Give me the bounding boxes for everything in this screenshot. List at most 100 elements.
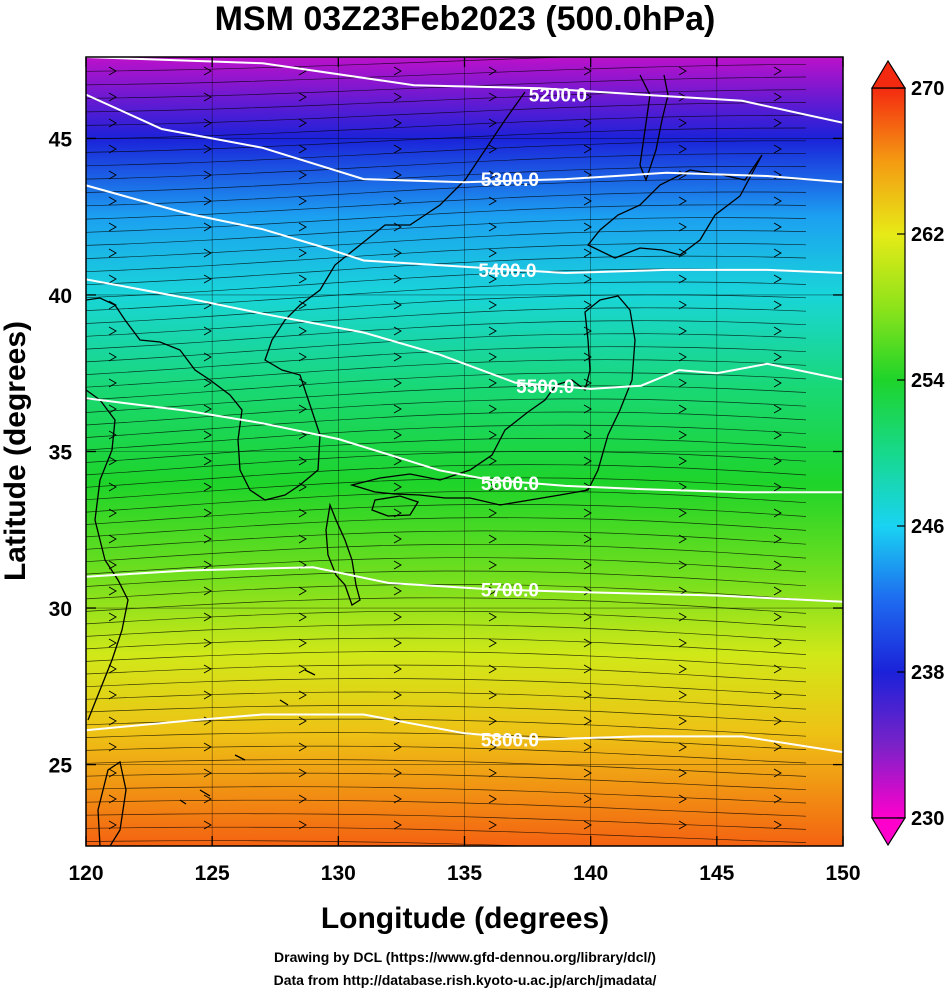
wind-arrow [678,196,687,206]
colorbar-tick-label: 246 [911,516,944,538]
wind-arrow [583,508,592,518]
wind-arrow [298,118,307,128]
streamline [86,191,807,221]
wind-arrow [108,664,117,674]
contour-5300.0 [86,93,843,184]
wind-arrow [203,378,212,388]
streamline [86,759,807,777]
wind-arrow [393,794,402,804]
wind-arrow [678,326,687,336]
streamline [86,786,807,804]
wind-arrow [488,92,497,102]
contour-5200.0 [86,57,843,124]
x-tick-label: 150 [825,862,860,885]
wind-arrow [203,508,212,518]
wind-arrow [393,274,402,284]
wind-arrow [678,144,687,154]
wind-arrow [203,92,212,102]
wind-arrow [203,768,212,778]
streamline [86,840,537,846]
wind-arrow [488,820,497,830]
wind-arrow [108,508,117,518]
wind-arrow [393,768,402,778]
gridlines [86,57,843,846]
wind-arrow [488,404,497,414]
streamline [86,165,807,194]
wind-arrow [773,118,782,128]
wind-arrow [393,612,402,622]
coast-china [86,389,129,721]
wind-arrow [298,456,307,466]
coast-ryukyu [179,669,316,805]
wind-arrow [203,248,212,258]
wind-arrow [298,92,307,102]
wind-arrow [108,534,117,544]
wind-arrow [203,456,212,466]
wind-arrow [488,560,497,570]
coast-mainland [86,91,526,501]
colorbar-extend-bottom [870,817,907,847]
streamline [86,477,807,511]
wind-arrow [773,430,782,440]
credit-data: Data from http://database.rish.kyoto-u.a… [274,972,657,988]
contour-label: 5800.0 [481,731,539,752]
coast-sakhalin [639,74,669,182]
contour-label: 5200.0 [529,86,587,107]
wind-arrow [678,274,687,284]
wind-arrow [203,560,212,570]
wind-arrow [203,534,212,544]
wind-arrow [298,248,307,258]
wind-arrow [583,768,592,778]
wind-arrow [773,508,782,518]
streamline [86,57,578,72]
colorbar-tick-label: 262 [911,224,944,246]
wind-arrow [298,404,307,414]
y-tick-label: 45 [49,128,73,151]
wind-arrow [203,196,212,206]
wind-arrow [393,430,402,440]
wind-streamlines [86,57,807,846]
wind-arrow [583,196,592,206]
wind-arrow [298,352,307,362]
wind-arrow [583,742,592,752]
x-tick-label: 140 [573,862,608,885]
streamline [86,320,807,354]
wind-arrow [773,638,782,648]
streamline [86,826,807,843]
wind-arrow [583,794,592,804]
wind-arrow [393,300,402,310]
wind-arrow [678,690,687,700]
wind-arrow [203,170,212,180]
streamline [86,411,807,446]
wind-arrow [108,742,117,752]
wind-arrow [678,404,687,414]
wind-arrow [393,534,402,544]
streamline [86,102,807,126]
wind-arrow [488,612,497,622]
y-tick-label: 30 [49,598,72,621]
wind-arrow [583,352,592,362]
contour-5700.0 [86,566,843,603]
contour-label: 5700.0 [481,580,539,601]
wind-arrow [583,612,592,622]
streamline [86,678,807,702]
wind-arrow [108,66,117,76]
wind-arrow [298,170,307,180]
wind-arrow [488,664,497,674]
wind-arrow [108,118,117,128]
chart-title: MSM 03Z23Feb2023 (500.0hPa) [215,0,716,38]
wind-arrow [393,196,402,206]
wind-arrow [393,664,402,674]
streamline [86,242,807,274]
wind-arrow [108,690,117,700]
streamline [86,346,807,381]
streamline [86,153,807,180]
wind-arrow [108,768,117,778]
wind-arrow [298,768,307,778]
streamline [86,772,807,791]
wind-arrow [583,690,592,700]
wind-arrow [108,248,117,258]
wind-arrow [203,664,212,674]
wind-arrow [203,430,212,440]
streamline [86,127,807,153]
